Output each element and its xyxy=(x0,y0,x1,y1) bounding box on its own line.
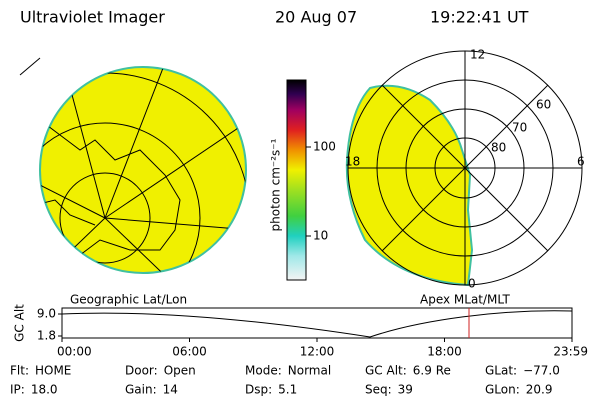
y-tick-label: 9.0 xyxy=(37,307,56,321)
status-value: 39 xyxy=(398,383,413,397)
status-value: 18.0 xyxy=(31,383,58,397)
status-value: HOME xyxy=(35,364,71,378)
mlt-label: 0 xyxy=(468,277,476,291)
colorbar-tick-label: 10 xyxy=(313,229,328,243)
status-label: GLat: xyxy=(485,364,517,378)
status-value: 5.1 xyxy=(278,383,297,397)
status-label: GC Alt: xyxy=(365,364,407,378)
x-tick-label: 06:00 xyxy=(172,345,207,359)
status-label: Door: xyxy=(125,364,158,378)
lat-label: 70 xyxy=(512,121,527,135)
status-value: −77.0 xyxy=(523,364,560,378)
status-value: Normal xyxy=(288,364,331,378)
status-value: Open xyxy=(164,364,196,378)
status-label: Gain: xyxy=(125,383,157,397)
x-tick-label: 18:00 xyxy=(427,345,462,359)
geo-label: Geographic Lat/Lon xyxy=(70,293,187,307)
mlt-label: 18 xyxy=(345,155,360,169)
status-value: 6.9 Re xyxy=(413,364,451,378)
altitude-y-label: GC Alt xyxy=(13,304,27,342)
status-label: GLon: xyxy=(485,383,520,397)
x-tick-label: 23:59 xyxy=(553,345,588,359)
polar-map xyxy=(345,50,583,287)
time: 19:22:41 UT xyxy=(430,8,529,27)
polar-label: Apex MLat/MLT xyxy=(420,293,510,307)
status-label: Dsp: xyxy=(245,383,272,397)
status-label: IP: xyxy=(10,383,25,397)
altitude-curve xyxy=(61,310,573,338)
status-label: Flt: xyxy=(10,364,29,378)
lat-label: 60 xyxy=(536,98,551,112)
date: 20 Aug 07 xyxy=(275,8,357,27)
status-label: Seq: xyxy=(365,383,392,397)
mlt-label: 6 xyxy=(577,155,585,169)
title: Ultraviolet Imager xyxy=(20,8,165,27)
colorbar xyxy=(286,79,307,281)
x-tick-label: 00:00 xyxy=(57,345,92,359)
map-edge xyxy=(19,57,41,76)
colorbar-label: photon cm⁻²s⁻¹ xyxy=(269,138,283,231)
colorbar-tick-label: 100 xyxy=(313,140,336,154)
x-tick-label: 12:00 xyxy=(300,345,335,359)
status-value: 20.9 xyxy=(526,383,553,397)
status-label: Mode: xyxy=(245,364,282,378)
mlt-label: 12 xyxy=(470,48,485,62)
y-tick-label: 1.8 xyxy=(37,329,56,343)
status-value: 14 xyxy=(163,383,178,397)
lat-label: 80 xyxy=(491,141,506,155)
